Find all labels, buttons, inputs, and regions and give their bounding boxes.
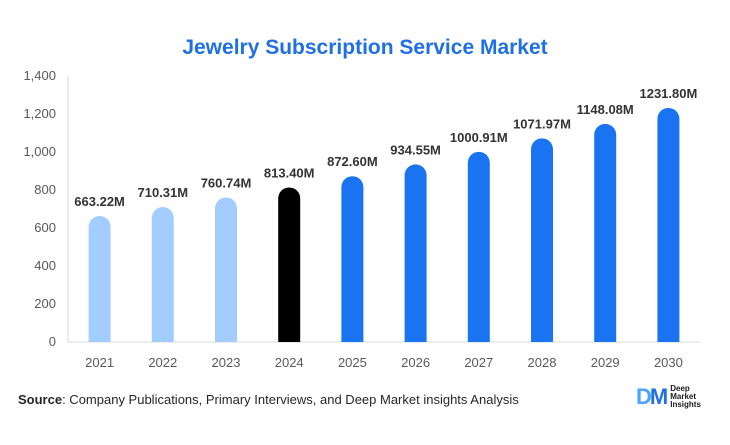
y-tick-label: 1,400: [23, 68, 56, 83]
data-label-2028: 1071.97M: [513, 116, 571, 131]
x-tick-label-2021: 2021: [85, 355, 114, 370]
y-tick-label: 400: [34, 258, 56, 273]
bar-2023: [215, 197, 237, 342]
data-label-2023: 760.74M: [201, 175, 252, 190]
data-label-2026: 934.55M: [390, 142, 441, 157]
data-label-2030: 1231.80M: [639, 86, 697, 101]
y-tick-label: 200: [34, 296, 56, 311]
y-tick-label: 1,200: [23, 106, 56, 121]
bar-2021: [88, 215, 111, 342]
data-label-2021: 663.22M: [74, 194, 125, 209]
bar-2024: [278, 187, 301, 342]
data-label-2027: 1000.91M: [450, 130, 508, 145]
brand-logo: DM Deep Market Insights: [636, 385, 701, 409]
source-label: Source: [18, 392, 63, 407]
logo-text: Deep Market Insights: [670, 384, 701, 409]
x-tick-label-2023: 2023: [212, 355, 241, 370]
bar-2027: [467, 151, 490, 342]
bar-2030: [657, 107, 680, 342]
y-tick-label: 1,000: [23, 144, 56, 159]
data-label-2029: 1148.08M: [577, 102, 634, 117]
x-tick-label-2027: 2027: [464, 355, 493, 370]
x-tick-label-2030: 2030: [654, 355, 683, 370]
x-tick-label-2026: 2026: [401, 355, 430, 370]
data-label-2025: 872.60M: [327, 154, 378, 169]
data-label-2022: 710.31M: [138, 185, 189, 200]
logo-mark: DM: [636, 384, 668, 409]
x-tick-label-2024: 2024: [275, 355, 304, 370]
bar-2026: [404, 164, 427, 342]
x-tick-label-2029: 2029: [591, 355, 620, 370]
y-tick-label: 0: [49, 334, 56, 349]
bar-2028: [531, 138, 553, 342]
x-tick-label-2022: 2022: [148, 355, 177, 370]
bar-2022: [151, 207, 174, 342]
data-label-2024: 813.40M: [264, 165, 315, 180]
bar-2029: [594, 123, 617, 342]
x-tick-label-2025: 2025: [338, 355, 367, 370]
chart-title: Jewelry Subscription Service Market: [182, 36, 548, 59]
y-tick-label: 800: [34, 182, 56, 197]
source-text: : Company Publications, Primary Intervie…: [62, 392, 519, 407]
y-tick-label: 600: [34, 220, 56, 235]
bar-2025: [341, 176, 364, 342]
x-tick-label-2028: 2028: [528, 355, 557, 370]
source-note: Source: Company Publications, Primary In…: [18, 392, 519, 407]
